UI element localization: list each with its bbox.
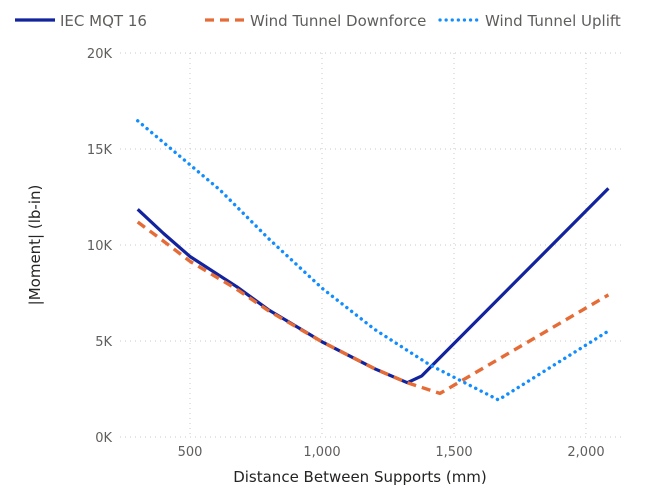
- series-line-1: [136, 220, 610, 396]
- y-tick-label: 10K: [87, 239, 113, 254]
- x-tick-label: 500: [178, 445, 203, 460]
- gridlines: [120, 52, 625, 438]
- series-line-0: [136, 187, 610, 385]
- y-tick-label: 15K: [87, 143, 113, 158]
- legend-label-1: Wind Tunnel Downforce: [250, 12, 426, 30]
- legend-label-2: Wind Tunnel Uplift: [485, 12, 621, 30]
- x-tick-label: 1,000: [303, 445, 340, 460]
- y-axis-label: |Moment| (lb-in): [26, 185, 44, 306]
- x-tick-label: 2,000: [567, 445, 604, 460]
- y-tick-label: 5K: [95, 335, 112, 350]
- x-axis: 500 1,000 1,500 2,000: [178, 445, 605, 460]
- y-axis: 0K 5K 10K 15K 20K: [87, 47, 113, 446]
- y-tick-label: 20K: [87, 47, 113, 62]
- y-tick-label: 0K: [95, 431, 112, 446]
- series-lines: [136, 119, 611, 402]
- series-line-2: [136, 119, 611, 402]
- legend-label-0: IEC MQT 16: [60, 12, 147, 30]
- x-axis-label: Distance Between Supports (mm): [233, 468, 487, 486]
- legend: IEC MQT 16 Wind Tunnel Downforce Wind Tunn…: [15, 12, 621, 30]
- x-tick-label: 1,500: [435, 445, 472, 460]
